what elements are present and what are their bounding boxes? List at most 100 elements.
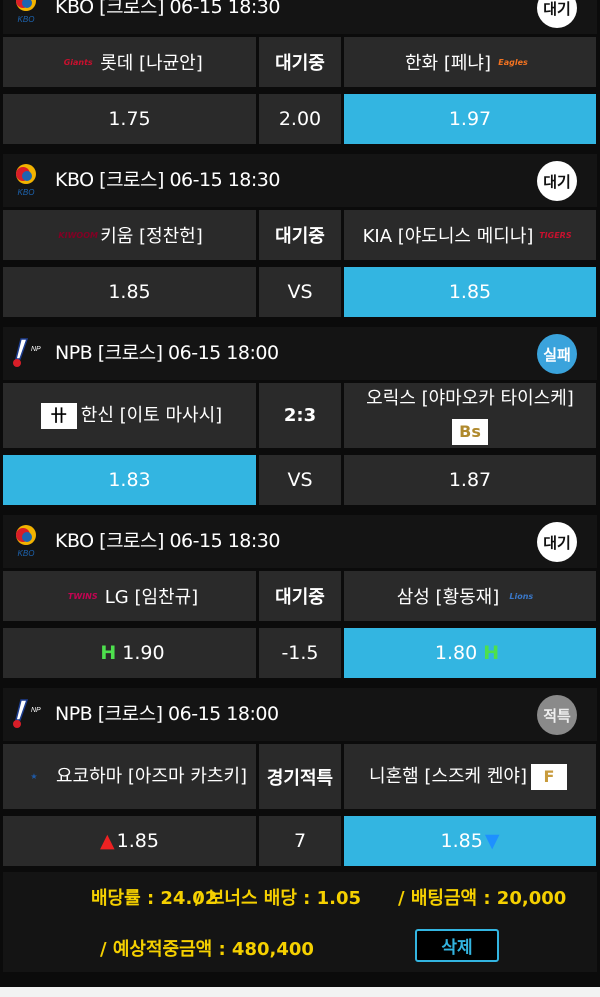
status-badge: 실패	[537, 334, 577, 374]
middle-odds-value: 2.00	[278, 108, 322, 130]
match-status: 대기중	[259, 210, 341, 260]
svg-text:NPB: NPB	[31, 707, 41, 714]
away-team-name: 오릭스 [야마오카 타이스케]	[366, 388, 574, 410]
home-odds-button[interactable]: 1.85	[3, 267, 256, 317]
expected-win-amount: / 예상적중금액 : 480,400	[100, 939, 314, 960]
home-team-name: 요코하마 [아즈마 카츠키]	[55, 765, 248, 787]
middle-odds[interactable]: VS	[259, 267, 341, 317]
game-header: NPB NPB [크로스] 06-15 18:00 실패	[3, 327, 597, 380]
away-odds-value: 1.85	[440, 830, 483, 852]
status-badge: 적특	[537, 695, 577, 735]
bottom-strip	[0, 987, 600, 997]
game-info: NPB [크로스] 06-15 18:00	[55, 703, 279, 725]
away-odds-value: 1.85	[448, 281, 492, 303]
home-odds-button[interactable]: 1.75	[3, 94, 256, 144]
home-team-name: 롯데 [나균안]	[100, 53, 203, 74]
match-status-label: 경기적특	[266, 767, 334, 789]
home-odds-value: 1.90	[122, 642, 165, 664]
away-team: 니혼햄 [스즈케 켄야] F	[344, 744, 596, 809]
status-badge: 대기	[537, 161, 577, 201]
away-team: KIA [야도니스 메디나] TIGERS	[344, 210, 596, 260]
bet-slip-list: KBO KBO [크로스] 06-15 18:30 대기 Giants 롯데 [나…	[0, 0, 600, 866]
middle-odds-value: -1.5	[281, 642, 319, 664]
away-team-logo: Eagles	[498, 57, 528, 67]
kbo-logo: KBO	[16, 0, 36, 24]
match-status-label: 2:3	[283, 405, 317, 426]
away-odds-button[interactable]: 1.85	[344, 267, 596, 317]
middle-odds[interactable]: 7	[259, 816, 341, 866]
middle-odds[interactable]: VS	[259, 455, 341, 505]
away-team: 한화 [페냐] Eagles	[344, 37, 596, 87]
match-status: 2:3	[259, 383, 341, 448]
delete-button[interactable]: 삭제	[415, 929, 499, 962]
match-status-label: 대기중	[275, 53, 325, 74]
away-team-logo: F	[530, 763, 567, 790]
away-team-logo: Lions	[509, 591, 534, 601]
game-header: KBO KBO [크로스] 06-15 18:30 대기	[3, 154, 597, 207]
home-team: TWINS LG [임찬규]	[3, 571, 256, 621]
handicap-mark: H	[100, 642, 117, 664]
away-team: 오릭스 [야마오카 타이스케] Bs	[344, 383, 596, 448]
home-team-logo: ★	[30, 771, 38, 781]
bet-amount: / 배팅금액 : 20,000	[398, 888, 567, 909]
arrow-down-icon: ▼	[484, 830, 500, 852]
match-status-label: 대기중	[275, 226, 325, 247]
middle-odds[interactable]: 2.00	[259, 94, 341, 144]
svg-text:KBO: KBO	[18, 188, 35, 197]
middle-odds-value: VS	[287, 469, 313, 491]
home-odds-value: 1.83	[108, 469, 151, 491]
home-team: Giants 롯데 [나균안]	[3, 37, 256, 87]
away-odds-button[interactable]: 1.87	[344, 455, 596, 505]
home-team: ★ 요코하마 [아즈마 카츠키]	[3, 744, 256, 809]
home-team-name: 한신 [이토 마사시]	[80, 404, 223, 426]
handicap-mark: H	[483, 642, 500, 664]
home-odds-button[interactable]: 1.83	[3, 455, 256, 505]
match-status: 대기중	[259, 37, 341, 87]
npb-logo: NPB	[13, 699, 41, 728]
away-odds-value: 1.80	[434, 642, 478, 664]
home-odds-value: 1.85	[116, 830, 159, 852]
game-card: KBO KBO [크로스] 06-15 18:30 대기 KIWOOM 키움 [정…	[0, 154, 600, 317]
game-info: NPB [크로스] 06-15 18:00	[55, 342, 279, 364]
away-odds-value: 1.97	[448, 108, 492, 130]
bonus-odds: / 보너스 배당 : 1.05	[195, 888, 362, 909]
game-header: KBO KBO [크로스] 06-15 18:30 대기	[3, 515, 597, 568]
svg-text:NPB: NPB	[31, 346, 41, 353]
away-odds-button[interactable]: 1.85 ▼	[344, 816, 596, 866]
match-status: 경기적특	[259, 744, 341, 809]
away-team-logo: TIGERS	[539, 230, 572, 240]
game-card: NPB NPB [크로스] 06-15 18:00 적특 ★ 요코하마 [아즈마 …	[0, 688, 600, 866]
home-team: KIWOOM 키움 [정찬헌]	[3, 210, 256, 260]
middle-odds[interactable]: -1.5	[259, 628, 341, 678]
match-status-label: 대기중	[275, 587, 325, 608]
away-team-logo: Bs	[452, 418, 488, 445]
game-info: KBO [크로스] 06-15 18:30	[55, 169, 280, 191]
home-odds-button[interactable]: H 1.90	[3, 628, 256, 678]
game-header: NPB NPB [크로스] 06-15 18:00 적특	[3, 688, 597, 741]
away-odds-button[interactable]: 1.97	[344, 94, 596, 144]
middle-odds-value: VS	[287, 281, 313, 303]
away-odds-value: 1.87	[448, 469, 492, 491]
game-info: KBO [크로스] 06-15 18:30	[55, 0, 280, 18]
away-team-name: 한화 [페냐]	[404, 53, 491, 74]
away-team-name: KIA [야도니스 메디나]	[362, 226, 534, 247]
home-team-name: 키움 [정찬헌]	[100, 226, 203, 247]
match-status: 대기중	[259, 571, 341, 621]
status-badge: 대기	[537, 522, 577, 562]
svg-text:KBO: KBO	[18, 549, 35, 558]
odds-rate: 배당률 : 24.02	[91, 888, 218, 909]
home-odds-value: 1.75	[108, 108, 151, 130]
kbo-logo: KBO	[16, 164, 36, 197]
home-team-logo: 卄	[40, 402, 77, 429]
home-team-name: LG [임찬규]	[104, 587, 199, 608]
away-team-name: 니혼햄 [스즈케 켄야]	[369, 765, 527, 787]
status-badge: 대기	[537, 0, 577, 28]
npb-logo: NPB	[13, 338, 41, 367]
svg-text:KBO: KBO	[18, 15, 35, 24]
away-odds-button[interactable]: 1.80 H	[344, 628, 596, 678]
game-info: KBO [크로스] 06-15 18:30	[55, 530, 280, 552]
home-odds-value: 1.85	[108, 281, 151, 303]
home-team-logo: KIWOOM	[58, 230, 98, 240]
home-odds-button[interactable]: ▲ 1.85	[3, 816, 256, 866]
arrow-up-icon: ▲	[100, 830, 115, 852]
